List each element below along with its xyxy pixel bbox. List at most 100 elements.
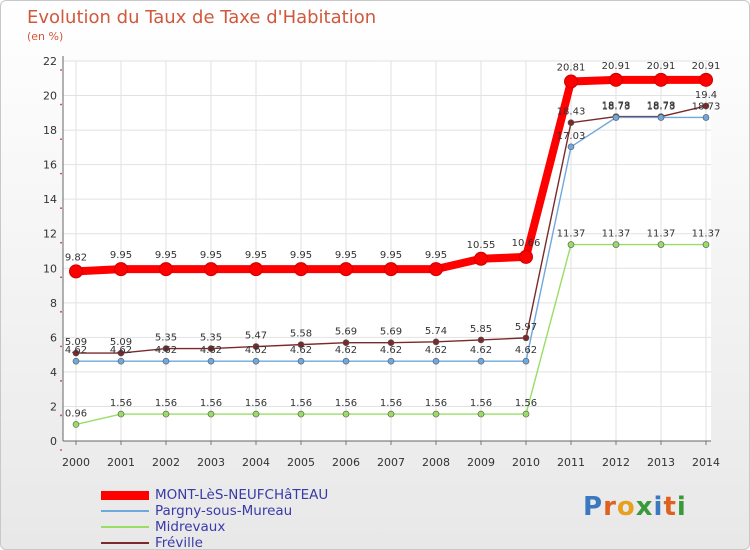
data-point <box>522 334 530 342</box>
data-point <box>432 410 440 418</box>
data-label: 5.58 <box>290 329 312 340</box>
data-point <box>477 336 485 344</box>
data-point <box>657 241 665 248</box>
data-point <box>567 143 575 151</box>
data-point <box>162 345 170 352</box>
x-tick-label: 2011 <box>557 456 585 469</box>
data-point <box>702 114 710 121</box>
legend-label: Midrevaux <box>155 519 226 535</box>
data-point <box>252 410 260 418</box>
data-point <box>612 241 620 248</box>
data-point <box>612 114 620 121</box>
y-tick-label: 20 <box>43 90 57 103</box>
data-point <box>207 357 215 365</box>
data-label: 5.69 <box>335 327 357 338</box>
x-tick-label: 2008 <box>422 456 450 469</box>
data-point <box>654 72 668 87</box>
plot-area <box>63 61 711 441</box>
data-label: 9.82 <box>65 252 87 263</box>
y-tick-label: 12 <box>43 228 57 241</box>
data-label: 9.95 <box>335 250 357 261</box>
data-label: 5.69 <box>380 327 402 338</box>
y-tick-label: 4 <box>50 366 57 379</box>
data-label: 4.62 <box>380 345 402 356</box>
y-tick-label: 18 <box>43 124 57 137</box>
y-tick-label: 10 <box>43 262 57 275</box>
data-point <box>522 357 530 365</box>
data-point <box>564 74 578 89</box>
data-point <box>702 241 710 248</box>
y-minor-tick <box>60 414 62 417</box>
data-point <box>297 410 305 418</box>
data-point <box>117 357 125 365</box>
data-label: 4.62 <box>155 345 177 356</box>
data-label: 9.95 <box>425 250 447 261</box>
data-point <box>207 345 215 352</box>
legend-item: Pargny-sous-Mureau <box>101 503 328 519</box>
data-label: 5.47 <box>245 331 267 342</box>
y-minor-tick <box>60 449 62 451</box>
data-label: 1.56 <box>155 398 177 409</box>
data-point <box>72 349 80 357</box>
legend-label: Fréville <box>155 535 203 550</box>
y-minor-tick <box>60 172 62 175</box>
data-point <box>72 421 80 428</box>
data-label: 9.95 <box>200 250 222 261</box>
chart-title: Evolution du Taux de Taxe d'Habitation <box>27 7 377 28</box>
data-point <box>294 262 308 277</box>
data-point <box>429 262 443 277</box>
data-label: 10.66 <box>512 238 541 249</box>
legend-item: Midrevaux <box>101 519 328 535</box>
x-tick-label: 2009 <box>467 456 495 469</box>
data-point <box>522 410 530 418</box>
data-label: 20.81 <box>557 63 586 74</box>
data-point <box>297 341 305 348</box>
data-point <box>117 410 125 418</box>
y-minor-tick <box>60 138 62 140</box>
data-label: 4.62 <box>65 345 87 356</box>
legend-swatch <box>101 526 149 528</box>
y-minor-tick <box>60 380 62 382</box>
legend-label: MONT-LèS-NEUFCHâTEAU <box>155 487 329 503</box>
legend-label: Pargny-sous-Mureau <box>155 503 293 519</box>
data-point <box>162 357 170 365</box>
x-tick-label: 2007 <box>377 456 405 469</box>
x-tick-label: 2001 <box>107 456 135 469</box>
data-point <box>342 339 350 347</box>
data-label: 11.37 <box>692 229 721 240</box>
x-tick-label: 2012 <box>602 456 630 469</box>
data-point <box>477 410 485 418</box>
y-tick-label: 22 <box>43 55 57 68</box>
data-point <box>387 410 395 418</box>
data-label: 9.95 <box>155 250 177 261</box>
y-tick-label: 6 <box>50 331 57 344</box>
data-label: 1.56 <box>515 398 537 409</box>
data-label: 5.74 <box>425 326 447 337</box>
data-label: 18.78 <box>602 101 631 112</box>
data-label: 4.62 <box>200 345 222 356</box>
legend-swatch <box>101 542 149 544</box>
data-label: 18.73 <box>647 101 676 112</box>
data-point <box>609 72 623 87</box>
data-point <box>432 338 440 346</box>
data-point <box>432 357 440 365</box>
data-label: 1.56 <box>245 398 267 409</box>
data-label: 5.09 <box>110 337 132 348</box>
data-label: 10.55 <box>467 240 496 251</box>
data-point <box>159 262 173 277</box>
data-point <box>117 349 125 357</box>
data-label: 4.62 <box>110 345 132 356</box>
legend-item: Fréville <box>101 535 328 550</box>
proxiti-logo: Proxiti <box>583 492 687 522</box>
data-point <box>114 262 128 277</box>
data-label: 9.95 <box>245 250 267 261</box>
data-point <box>657 114 665 121</box>
data-label: 1.56 <box>200 398 222 409</box>
y-minor-tick <box>60 310 62 313</box>
data-point <box>342 410 350 418</box>
data-label: 1.56 <box>425 398 447 409</box>
x-tick-label: 2004 <box>242 456 270 469</box>
data-point <box>702 102 710 110</box>
legend-swatch <box>101 510 149 512</box>
